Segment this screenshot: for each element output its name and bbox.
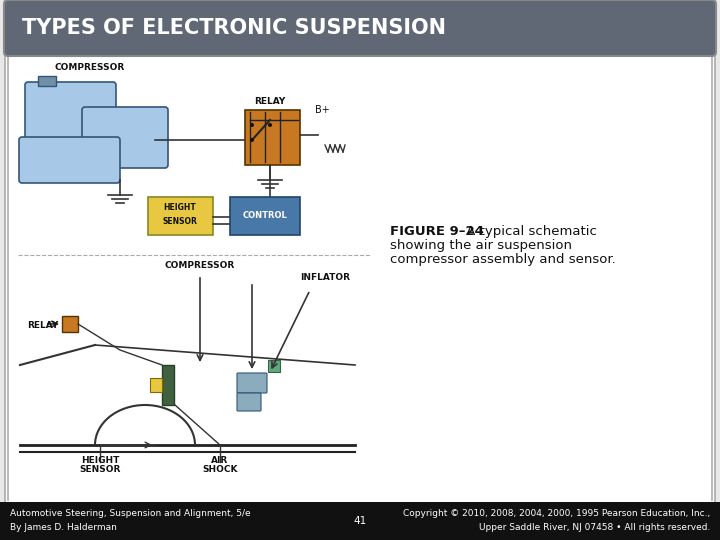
Bar	[268, 360, 280, 372]
Text: AIR: AIR	[212, 456, 229, 465]
Text: HEIGHT: HEIGHT	[81, 456, 120, 465]
FancyBboxPatch shape	[148, 197, 213, 235]
Text: showing the air suspension: showing the air suspension	[390, 239, 572, 252]
Text: SENSOR: SENSOR	[79, 465, 121, 474]
Text: RELAY: RELAY	[254, 97, 286, 106]
Bar	[15, 262, 375, 492]
Bar	[38, 76, 56, 86]
Text: INFLATOR: INFLATOR	[300, 273, 350, 282]
Bar	[62, 316, 78, 332]
Text: FIGURE 9–24: FIGURE 9–24	[390, 225, 484, 238]
Text: RELAY: RELAY	[27, 321, 58, 329]
Text: Copyright © 2010, 2008, 2004, 2000, 1995 Pearson Education, Inc.,: Copyright © 2010, 2008, 2004, 2000, 1995…	[402, 510, 710, 518]
Bar	[0, 502, 720, 540]
FancyBboxPatch shape	[4, 0, 716, 56]
Text: SHOCK: SHOCK	[202, 465, 238, 474]
Text: COMPRESSOR: COMPRESSOR	[55, 63, 125, 72]
FancyBboxPatch shape	[237, 393, 261, 411]
FancyBboxPatch shape	[5, 27, 715, 505]
Bar	[162, 365, 174, 405]
Text: Automotive Steering, Suspension and Alignment, 5/e: Automotive Steering, Suspension and Alig…	[10, 510, 251, 518]
Text: compressor assembly and sensor.: compressor assembly and sensor.	[390, 253, 616, 266]
FancyBboxPatch shape	[245, 110, 300, 165]
FancyBboxPatch shape	[230, 197, 300, 235]
FancyBboxPatch shape	[237, 373, 267, 393]
Circle shape	[250, 138, 254, 142]
FancyBboxPatch shape	[25, 82, 116, 153]
Text: TYPES OF ELECTRONIC SUSPENSION: TYPES OF ELECTRONIC SUSPENSION	[22, 18, 446, 38]
Circle shape	[250, 123, 254, 127]
Text: A typical schematic: A typical schematic	[462, 225, 597, 238]
Bar	[150, 378, 162, 392]
FancyBboxPatch shape	[19, 137, 120, 183]
Text: SENSOR: SENSOR	[163, 218, 197, 226]
Circle shape	[268, 123, 272, 127]
Text: CONTROL: CONTROL	[243, 212, 287, 220]
Text: Upper Saddle River, NJ 07458 • All rights reserved.: Upper Saddle River, NJ 07458 • All right…	[479, 523, 710, 531]
Text: 41: 41	[354, 516, 366, 526]
FancyBboxPatch shape	[82, 107, 168, 168]
Text: B+: B+	[315, 105, 330, 115]
Text: HEIGHT: HEIGHT	[163, 204, 197, 213]
Text: By James D. Halderman: By James D. Halderman	[10, 523, 117, 531]
Text: COMPRESSOR: COMPRESSOR	[165, 261, 235, 270]
